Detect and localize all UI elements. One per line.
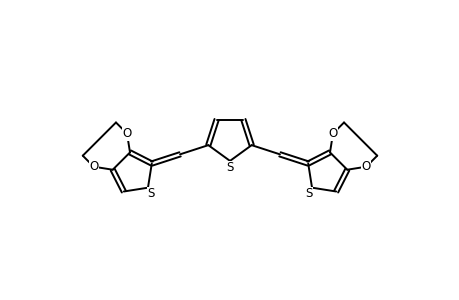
Text: S: S — [226, 161, 233, 174]
Text: S: S — [147, 187, 154, 200]
Text: O: O — [328, 127, 337, 140]
Text: O: O — [89, 160, 98, 173]
Text: S: S — [305, 187, 312, 200]
Text: O: O — [361, 160, 370, 173]
Text: O: O — [122, 127, 131, 140]
